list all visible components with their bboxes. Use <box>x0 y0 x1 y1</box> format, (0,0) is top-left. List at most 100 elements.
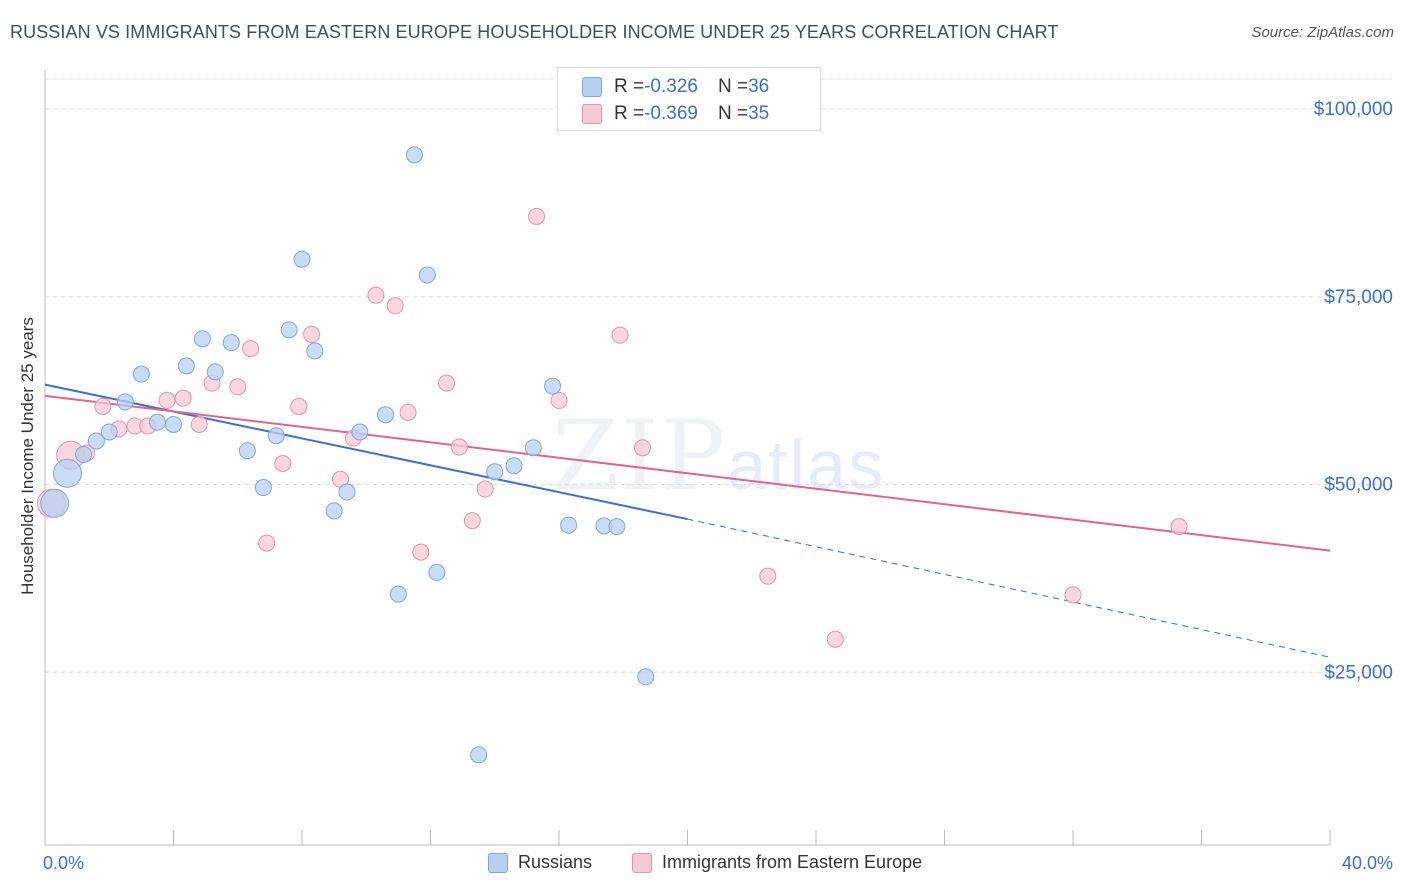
russians-swatch <box>582 77 602 97</box>
point-immigrants <box>274 455 292 473</box>
point-immigrants <box>367 286 385 304</box>
point-russians <box>338 483 356 501</box>
point-russians <box>389 585 407 603</box>
point-immigrants <box>229 378 247 396</box>
point-russians <box>132 365 150 383</box>
point-immigrants <box>1170 518 1188 536</box>
n-value: 36 <box>748 76 770 97</box>
point-immigrants <box>158 391 176 409</box>
trend-lines <box>44 383 1331 658</box>
point-russians <box>637 668 655 686</box>
point-immigrants <box>190 415 208 433</box>
correlation-row-russians: R = -0.326 N = 36 <box>582 74 769 100</box>
point-russians <box>560 516 578 534</box>
point-immigrants <box>634 439 652 457</box>
trend-line-immigrants <box>44 394 1331 552</box>
immigrants-swatch <box>632 852 652 873</box>
point-immigrants <box>550 391 568 409</box>
correlation-legend: R = -0.326 N = 36 R = -0.369 N = 35 <box>557 67 821 131</box>
point-immigrants <box>303 325 321 343</box>
point-russians <box>544 377 562 395</box>
point-russians <box>428 563 446 581</box>
legend-label-immigrants: Immigrants from Eastern Europe <box>662 852 923 872</box>
y-tick-label: $50,000 <box>1324 475 1393 496</box>
point-russians <box>165 415 182 433</box>
point-russians <box>116 393 134 411</box>
point-immigrants <box>290 397 308 415</box>
point-russians <box>505 457 523 475</box>
point-immigrants <box>463 512 481 530</box>
y-tick-label: $25,000 <box>1324 662 1393 683</box>
point-immigrants <box>1064 586 1082 604</box>
series-legend: Russians Immigrants from Eastern Europe <box>0 852 1406 878</box>
axes <box>44 70 1331 846</box>
point-russians <box>267 427 285 445</box>
point-russians <box>40 488 70 518</box>
x-tick-label: 40.0% <box>1342 853 1393 873</box>
source-label: Source: ZipAtlas.com <box>1251 24 1394 41</box>
point-russians <box>177 357 195 375</box>
point-immigrants <box>174 389 192 407</box>
y-tick-label: $100,000 <box>1314 99 1393 120</box>
point-immigrants <box>826 630 844 648</box>
point-immigrants <box>386 297 404 315</box>
y-tick-label: $75,000 <box>1324 287 1393 308</box>
n-label: N = <box>717 76 749 97</box>
point-immigrants <box>438 374 456 392</box>
point-immigrants <box>759 567 777 585</box>
point-immigrants <box>242 340 260 358</box>
r-label: R = <box>614 103 645 124</box>
point-russians <box>377 406 395 424</box>
tick-labels: $25,000 $50,000 $75,000 $100,000 0.0% 40.0% <box>43 99 1393 873</box>
point-immigrants <box>258 534 276 552</box>
n-label: N = <box>717 103 749 124</box>
point-russians <box>470 746 488 764</box>
point-russians <box>486 463 504 481</box>
point-russians <box>524 439 542 457</box>
point-russians <box>306 342 324 360</box>
r-value: -0.369 <box>644 103 698 124</box>
point-russians <box>222 334 240 352</box>
point-russians <box>325 502 343 520</box>
point-russians <box>100 423 118 441</box>
r-label: R = <box>614 76 645 97</box>
point-immigrants <box>412 543 430 561</box>
point-immigrants <box>611 326 629 344</box>
point-immigrants <box>94 397 112 415</box>
point-russians <box>238 442 256 460</box>
point-russians <box>254 479 272 497</box>
point-russians <box>206 363 224 381</box>
point-russians <box>148 413 166 431</box>
legend-label-russians: Russians <box>518 852 593 872</box>
watermark-zip: ZIP <box>552 400 728 512</box>
gridlines <box>45 78 1392 673</box>
point-russians <box>351 423 369 441</box>
chart-title: RUSSIAN VS IMMIGRANTS FROM EASTERN EUROP… <box>10 22 1059 42</box>
point-immigrants <box>476 480 494 498</box>
point-immigrants <box>450 438 468 456</box>
watermark: ZIPatlas <box>552 400 885 512</box>
point-russians <box>418 266 436 284</box>
data-points <box>36 146 1188 764</box>
point-russians <box>280 321 298 339</box>
trend-line-russians <box>44 383 688 521</box>
point-russians <box>193 330 211 348</box>
point-russians <box>87 432 105 450</box>
legend-item-immigrants[interactable]: Immigrants from Eastern Europe <box>632 852 922 873</box>
x-tick-label: 0.0% <box>43 853 84 873</box>
r-value: -0.326 <box>644 76 698 97</box>
immigrants-swatch <box>582 104 602 124</box>
legend-item-russians[interactable]: Russians <box>488 852 592 873</box>
point-russians <box>293 250 311 268</box>
point-russians <box>75 445 93 463</box>
point-russians <box>608 518 626 536</box>
point-russians <box>52 458 82 488</box>
point-immigrants <box>528 207 546 225</box>
correlation-row-immigrants: R = -0.369 N = 35 <box>582 101 769 127</box>
point-russians <box>405 146 423 164</box>
watermark-atlas: atlas <box>727 426 886 504</box>
point-immigrants <box>399 403 417 421</box>
russians-swatch <box>488 852 508 873</box>
n-value: 35 <box>748 103 770 124</box>
